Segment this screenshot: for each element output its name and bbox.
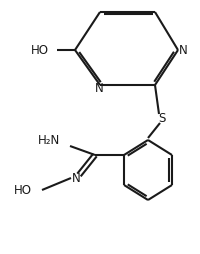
Text: N: N: [178, 43, 186, 56]
Text: HO: HO: [14, 183, 32, 197]
Text: S: S: [158, 112, 165, 124]
Text: N: N: [71, 172, 80, 185]
Text: N: N: [94, 82, 103, 94]
Text: H₂N: H₂N: [38, 135, 60, 148]
Text: HO: HO: [31, 43, 49, 56]
